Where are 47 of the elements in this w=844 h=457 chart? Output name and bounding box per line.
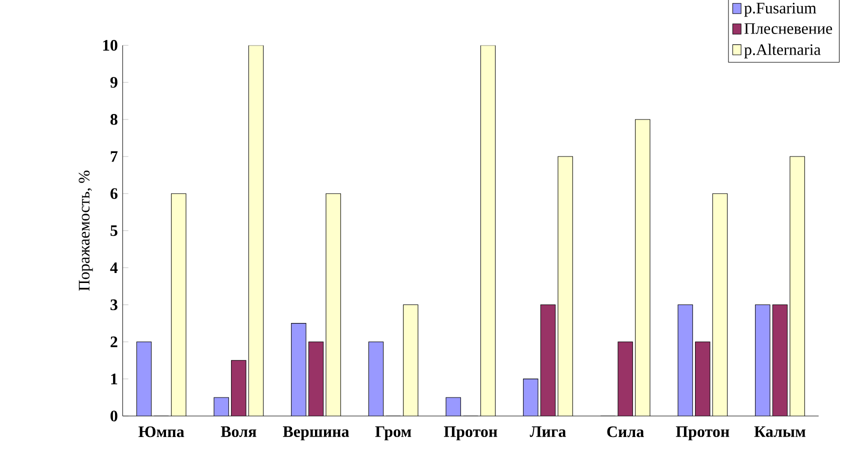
y-tick-label: 9 — [110, 76, 118, 88]
bar — [772, 304, 788, 416]
bar — [480, 45, 496, 416]
legend-label: Плесневение — [744, 23, 832, 34]
bar — [446, 397, 461, 416]
bar — [291, 323, 306, 416]
bar — [755, 304, 770, 416]
bar — [171, 193, 186, 416]
x-tick-label: Протон — [676, 426, 730, 440]
y-tick-label: 0 — [110, 410, 118, 422]
bar — [618, 342, 633, 416]
x-tick-label: Вершина — [282, 426, 350, 440]
x-tick-label: Сила — [607, 426, 644, 437]
bar — [308, 342, 324, 416]
bar — [790, 156, 805, 416]
y-tick-label: 10 — [103, 40, 118, 51]
bar — [403, 304, 418, 416]
bar — [540, 304, 556, 416]
bar — [695, 342, 710, 416]
bar — [635, 119, 650, 416]
bar — [326, 193, 341, 416]
bar — [523, 378, 538, 416]
bar — [214, 397, 229, 416]
bar — [678, 304, 693, 416]
y-tick-label: 4 — [110, 262, 118, 273]
legend-label: p.Fusarium — [744, 2, 816, 17]
x-tick-label: Гром — [375, 426, 412, 440]
y-tick-label: 5 — [110, 225, 118, 236]
y-tick-label: 1 — [111, 373, 118, 384]
bar — [712, 193, 728, 416]
y-tick-label: 3 — [110, 299, 118, 310]
y-tick-label: 7 — [110, 151, 118, 162]
x-tick-label: Калым — [754, 426, 806, 437]
y-tick-label: 2 — [110, 336, 118, 347]
x-tick-label: Воля — [220, 426, 256, 437]
x-tick-label: Лига — [530, 426, 566, 437]
y-axis-title: Поражаемость, % — [78, 170, 93, 291]
bar — [558, 156, 573, 416]
bar — [136, 342, 152, 416]
y-tick-label: 8 — [110, 114, 118, 125]
x-tick-label: Протон — [444, 426, 498, 440]
legend-label: p.Alternaria — [744, 44, 821, 58]
x-tick-label: Юмпа — [138, 426, 184, 437]
bar — [368, 342, 384, 416]
bar — [231, 360, 246, 416]
bar — [248, 45, 264, 416]
y-tick-label: 6 — [110, 188, 118, 199]
